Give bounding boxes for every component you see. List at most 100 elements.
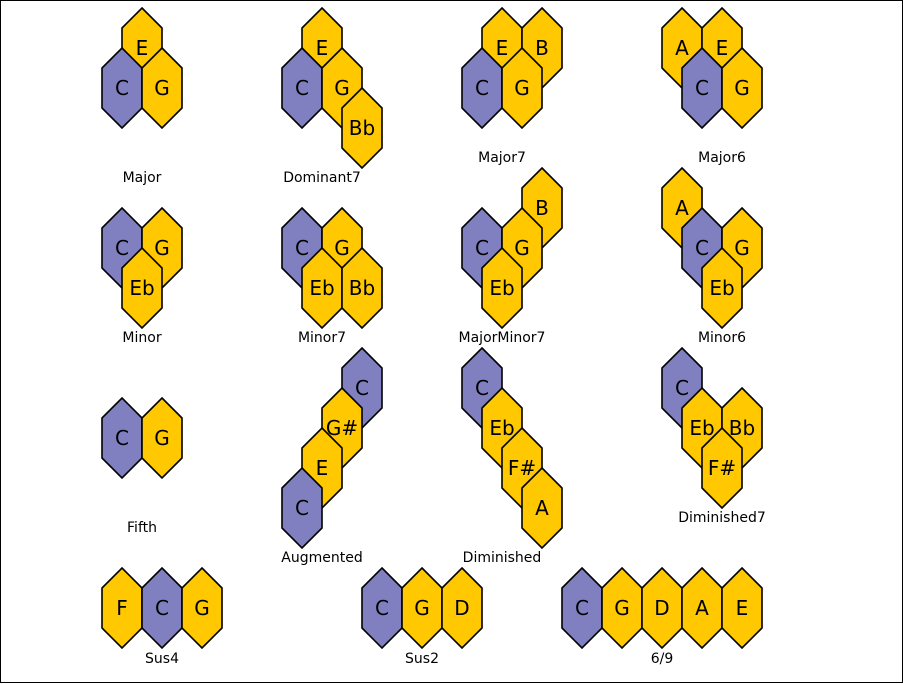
note-label: C — [475, 236, 489, 260]
note-hex-a — [521, 466, 563, 550]
note-label: Bb — [349, 116, 375, 140]
note-label: E — [136, 36, 149, 60]
note-label: C — [675, 376, 689, 400]
note-hex-bb — [341, 86, 383, 170]
chord-name-label: Minor6 — [698, 330, 746, 346]
note-label: B — [535, 196, 549, 220]
note-label: B — [535, 36, 549, 60]
chord-group-sus4: F C G Sus4 — [101, 566, 223, 667]
note-label: C — [355, 376, 369, 400]
note-label: A — [675, 36, 689, 60]
note-label: G — [334, 236, 350, 260]
note-label: C — [695, 236, 709, 260]
chord-name-label: Major — [123, 170, 162, 186]
note-label: E — [316, 36, 329, 60]
chord-name-label: Diminished — [463, 550, 542, 566]
note-hex-g — [141, 46, 183, 130]
note-label: Eb — [309, 276, 334, 300]
chord-name-label: 6/9 — [651, 651, 674, 667]
chord-group-sus2: C G D Sus2 — [361, 566, 483, 667]
note-label: G — [514, 236, 530, 260]
note-hex-g — [141, 396, 183, 480]
note-label: C — [575, 596, 589, 620]
note-label: C — [375, 596, 389, 620]
chord-name-label: Minor — [122, 330, 161, 346]
note-label: C — [155, 596, 169, 620]
note-label: D — [654, 596, 669, 620]
note-label: G# — [326, 416, 358, 440]
note-label: Bb — [349, 276, 375, 300]
note-hex-d — [441, 566, 483, 650]
note-label: C — [295, 496, 309, 520]
note-hex-e — [721, 566, 763, 650]
chord-name-label: Sus4 — [145, 651, 179, 667]
note-hex-g — [181, 566, 223, 650]
note-label: C — [115, 426, 129, 450]
note-label: G — [154, 426, 170, 450]
note-label: G — [734, 76, 750, 100]
chord-name-label: MajorMinor7 — [459, 330, 546, 346]
note-label: G — [194, 596, 210, 620]
chord-group-fifth: C G Fifth — [101, 396, 183, 536]
note-label: G — [154, 76, 170, 100]
chord-name-label: Minor7 — [298, 330, 346, 346]
note-label: C — [295, 76, 309, 100]
note-label: C — [295, 236, 309, 260]
note-label: Eb — [489, 416, 514, 440]
root-note-hex-c — [281, 466, 323, 550]
chord-group-minor7: C GEb Bb Minor7 — [281, 206, 383, 346]
chord-name-label: Major6 — [698, 150, 746, 166]
note-label: Eb — [129, 276, 154, 300]
note-label: Bb — [729, 416, 755, 440]
note-label: E — [316, 456, 329, 480]
note-label: G — [154, 236, 170, 260]
note-label: G — [414, 596, 430, 620]
note-label: C — [475, 76, 489, 100]
note-label: F — [116, 596, 128, 620]
chord-name-label: Fifth — [127, 520, 157, 536]
note-label: F# — [508, 456, 536, 480]
note-label: A — [535, 496, 549, 520]
note-label: G — [334, 76, 350, 100]
note-hex-eb — [121, 246, 163, 330]
note-label: C — [115, 236, 129, 260]
chord-group-major7: E B C G Major7 — [461, 6, 563, 166]
note-label: E — [716, 36, 729, 60]
chord-group-minor6: AC GEb Minor6 — [661, 166, 763, 346]
note-hex-g — [721, 46, 763, 130]
note-label: G — [614, 596, 630, 620]
note-label: Eb — [489, 276, 514, 300]
note-label: G — [514, 76, 530, 100]
note-hex-bb — [341, 246, 383, 330]
note-hex-eb — [481, 246, 523, 330]
note-label: C — [115, 76, 129, 100]
chord-group-diminished7: CEb Bb F# Diminished7 — [661, 346, 766, 526]
chord-group-diminished: CEb F# A Diminished — [461, 346, 563, 566]
note-hex-f — [701, 426, 743, 510]
note-hex-eb — [701, 246, 743, 330]
chord-name-label: Dominant7 — [283, 170, 361, 186]
note-label: C — [695, 76, 709, 100]
note-label: F# — [708, 456, 736, 480]
chord-group-6-9: C G D A E 6/9 — [561, 566, 763, 667]
chord-name-label: Major7 — [478, 150, 526, 166]
note-label: E — [736, 596, 749, 620]
note-label: A — [695, 596, 709, 620]
note-hex-g — [501, 46, 543, 130]
note-label: E — [496, 36, 509, 60]
chord-name-label: Augmented — [281, 550, 362, 566]
chord-name-label: Diminished7 — [678, 510, 766, 526]
chord-group-major6: A EC G Major6 — [661, 6, 763, 166]
chord-group-major: EC G Major — [101, 6, 183, 186]
note-label: D — [454, 596, 469, 620]
note-label: C — [475, 376, 489, 400]
note-label: Eb — [709, 276, 734, 300]
chord-group-majorminor7: B C GEb MajorMinor7 — [459, 166, 563, 346]
chord-group-dominant7: EC G Bb Dominant7 — [281, 6, 383, 186]
chord-name-label: Sus2 — [405, 651, 439, 667]
note-label: G — [734, 236, 750, 260]
chord-group-minor: C GEb Minor — [101, 206, 183, 346]
